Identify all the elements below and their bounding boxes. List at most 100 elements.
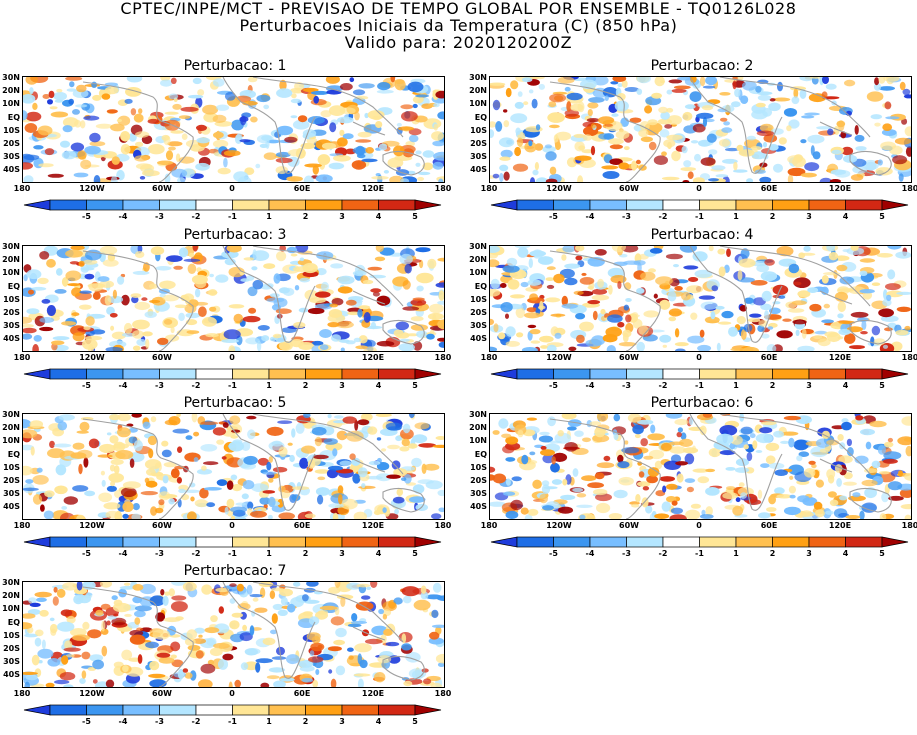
colorbar-segment <box>195 536 233 548</box>
longitude-label: 0 <box>696 353 702 362</box>
colorbar-label: -4 <box>585 212 595 221</box>
longitude-label: 60W <box>619 521 639 530</box>
colorbar-label: -3 <box>622 549 631 558</box>
latitude-label: 40S <box>3 334 20 344</box>
latitude-label: 10S <box>3 125 20 135</box>
longitude-label: 0 <box>229 184 235 193</box>
header-subtitle: Perturbacoes Iniciais da Temperatura (C)… <box>239 16 678 35</box>
colorbar-label: -1 <box>228 549 237 558</box>
longitude-label: 180 <box>434 353 452 362</box>
colorbar-label: -5 <box>82 549 91 558</box>
colorbar-segment <box>341 368 379 380</box>
longitude-label: 60E <box>293 689 311 698</box>
colorbar-label: 2 <box>769 381 776 390</box>
colorbar-segment <box>881 199 909 211</box>
longitude-label: 120E <box>828 353 852 362</box>
colorbar-segment <box>232 704 270 716</box>
colorbar-label: 1 <box>266 549 272 558</box>
colorbar-label: -5 <box>549 381 558 390</box>
longitude-label: 60W <box>619 353 639 362</box>
map-panel: Perturbacao: 3 30N 20N 10N EQ 10S 20S 30S 40S 180… <box>0 227 452 399</box>
anomaly-field <box>490 414 911 519</box>
latitude-label: 10N <box>2 436 20 446</box>
colorbar-label: 1 <box>733 549 739 558</box>
colorbar: -5 -4 -3 -2 -1 1 2 3 4 5 <box>489 199 910 229</box>
colorbar-segment <box>49 199 87 211</box>
longitude-label: 120W <box>79 353 105 362</box>
latitude-label: 20S <box>470 476 487 485</box>
colorbar-label: 4 <box>375 381 382 390</box>
colorbar-segment <box>414 199 442 211</box>
latitude-label: EQ <box>474 449 487 459</box>
colorbar-segment <box>735 536 773 548</box>
latitude-label: 30N <box>2 410 20 419</box>
colorbar-segment <box>589 199 627 211</box>
header-valid-time: Valido para: 2020120200Z <box>344 33 573 52</box>
colorbar-segment <box>86 368 124 380</box>
colorbar-label: -5 <box>549 549 558 558</box>
colorbar-label: 5 <box>412 381 418 390</box>
colorbar-segment <box>414 368 442 380</box>
colorbar-segment <box>305 368 343 380</box>
colorbar-label: 2 <box>769 549 776 558</box>
longitude-label: 60E <box>293 184 311 193</box>
latitude-label: 30S <box>470 489 487 499</box>
colorbar-segment <box>662 368 700 380</box>
colorbar-segment <box>845 536 883 548</box>
longitude-label: 0 <box>229 689 235 698</box>
anomaly-field <box>490 77 911 182</box>
latitude-label: 20S <box>3 308 20 317</box>
colorbar-label: 1 <box>733 381 739 390</box>
colorbar-segment <box>195 199 233 211</box>
latitude-label: EQ <box>7 449 20 459</box>
latitude-label: EQ <box>474 112 487 122</box>
colorbar-label: -3 <box>155 549 164 558</box>
colorbar-segment <box>378 199 416 211</box>
latitude-label: 20S <box>470 308 487 317</box>
latitude-label: 30N <box>469 242 487 251</box>
colorbar-segment <box>23 536 51 548</box>
longitude-label: 120W <box>546 521 572 530</box>
anomaly-map <box>22 245 445 352</box>
colorbar-label: -1 <box>695 212 704 221</box>
colorbar-label: 2 <box>769 212 776 221</box>
colorbar-label: -5 <box>549 212 558 221</box>
colorbar-svg <box>490 199 909 211</box>
longitude-label: 60E <box>760 353 778 362</box>
colorbar-label: -2 <box>658 549 668 558</box>
latitude-label: 30N <box>2 578 20 587</box>
latitude-label: 20S <box>470 139 487 148</box>
map-panel: Perturbacao: 7 30N 20N 10N EQ 10S 20S 30S 40S 180… <box>0 563 451 735</box>
longitude-label: 60W <box>619 184 639 193</box>
colorbar: -5 -4 -3 -2 -1 1 2 3 4 5 <box>22 199 443 229</box>
colorbar-segment <box>159 536 197 548</box>
colorbar-segment <box>232 368 270 380</box>
colorbar-segment <box>626 199 664 211</box>
latitude-label: 10S <box>3 630 20 640</box>
latitude-label: 30N <box>2 242 20 251</box>
latitude-label: 20S <box>3 644 20 653</box>
colorbar-segment <box>49 704 87 716</box>
colorbar-segment <box>232 536 270 548</box>
anomaly-map <box>489 76 912 183</box>
latitude-label: 20N <box>2 591 20 601</box>
colorbar-segment <box>490 199 518 211</box>
colorbar-label: -4 <box>118 549 128 558</box>
latitude-label: 20S <box>3 139 20 148</box>
latitude-label: 10N <box>2 99 20 109</box>
colorbar-segment <box>195 704 233 716</box>
colorbar-svg <box>23 368 442 380</box>
latitude-label: 30S <box>3 321 20 331</box>
longitude-label: 180 <box>13 353 31 362</box>
colorbar-segment <box>845 199 883 211</box>
colorbar-label: -5 <box>82 212 91 221</box>
longitude-label: 120E <box>828 521 852 530</box>
colorbar-label: -2 <box>658 381 668 390</box>
colorbar-label: -1 <box>228 381 237 390</box>
longitude-label: 60W <box>152 689 172 698</box>
colorbar-segment <box>414 536 442 548</box>
colorbar-segment <box>268 199 306 211</box>
colorbar-label: -2 <box>191 549 201 558</box>
colorbar-label: 3 <box>339 381 345 390</box>
panel-title: Perturbacao: 5 <box>183 395 287 411</box>
